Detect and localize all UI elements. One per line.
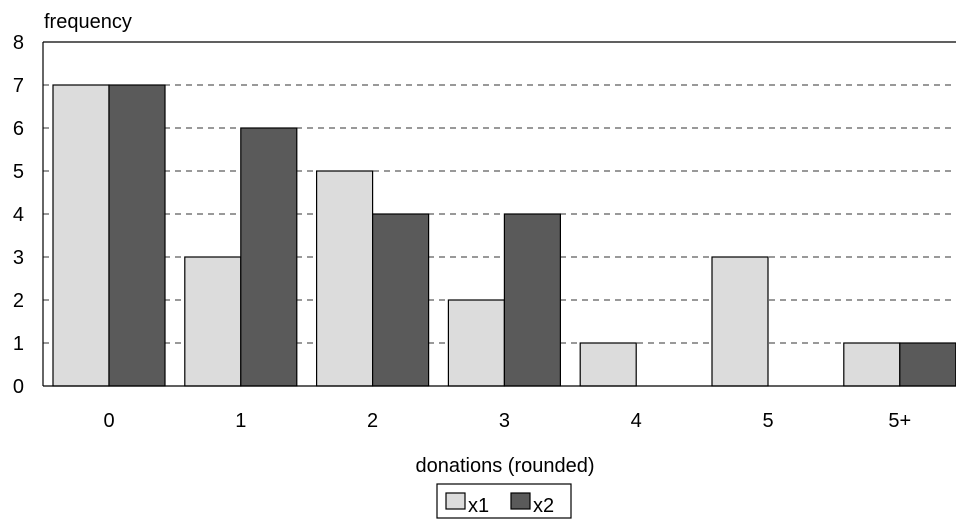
- legend-box: [436, 483, 572, 519]
- bar-x1-5+: [843, 342, 901, 387]
- x-tick-labels: 0 1 2 3 4 5 5+: [103, 410, 911, 432]
- bar-x1-2: [316, 170, 374, 387]
- axes: [42, 41, 956, 387]
- y-axis-label: frequency: [44, 11, 132, 33]
- x-tick-label: 1: [235, 410, 246, 432]
- bar-x1-5: [711, 256, 769, 387]
- x-tick-label: 3: [499, 410, 510, 432]
- x-tick-label: 4: [631, 410, 642, 432]
- bar-x1-4: [579, 342, 637, 387]
- y-tick-label: 1: [13, 333, 24, 355]
- bar-x2-0: [108, 84, 166, 387]
- legend-label-x1: x1: [468, 495, 489, 517]
- bar-x2-1: [240, 127, 298, 387]
- bar-x1-1: [184, 256, 242, 387]
- y-tick-label: 2: [13, 290, 24, 312]
- y-tick-label: 4: [13, 204, 24, 226]
- legend-swatch-x1: [445, 492, 466, 510]
- y-tick-label: 0: [13, 376, 24, 398]
- x-tick-label: 0: [103, 410, 114, 432]
- y-tick-label: 3: [13, 247, 24, 269]
- bars: [52, 84, 956, 387]
- legend-swatch-x2: [510, 492, 531, 510]
- x-tick-label: 5: [762, 410, 773, 432]
- bar-x1-3: [447, 299, 505, 387]
- legend-label-x2: x2: [533, 495, 554, 517]
- bar-x1-0: [52, 84, 110, 387]
- y-tick-label: 8: [13, 32, 24, 54]
- legend: x1 x2: [436, 483, 572, 519]
- bar-x2-2: [372, 213, 430, 387]
- y-tick-label: 5: [13, 161, 24, 183]
- x-tick-label: 5+: [888, 410, 911, 432]
- y-tick-labels: 0 1 2 3 4 5 6 7 8: [13, 32, 24, 398]
- y-tick-label: 7: [13, 75, 24, 97]
- x-axis-label: donations (rounded): [415, 455, 594, 477]
- bar-x2-3: [503, 213, 561, 387]
- x-tick-label: 2: [367, 410, 378, 432]
- bar-x2-5+: [899, 342, 956, 387]
- y-tick-label: 6: [13, 118, 24, 140]
